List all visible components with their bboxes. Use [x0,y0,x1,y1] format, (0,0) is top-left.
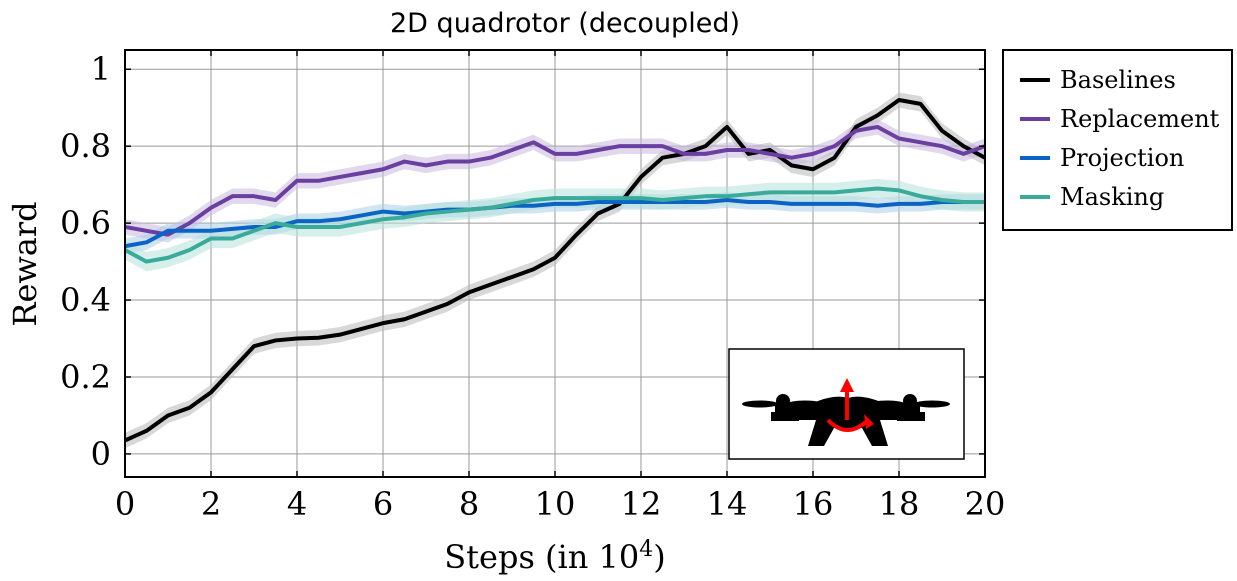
x-tick-label: 0 [115,485,135,523]
legend-label-masking: Masking [1060,183,1164,211]
y-tick-label: 0.2 [60,358,111,396]
y-tick-labels: 0 0.2 0.4 0.6 0.8 1 [60,50,111,473]
thrust-arrow-icon [840,378,854,420]
x-axis-label-suffix: ) [653,538,665,576]
legend-label-replacement: Replacement [1060,105,1220,133]
band-projection [125,192,985,254]
y-tick-label: 1 [91,50,111,88]
x-tick-label: 16 [793,485,834,523]
y-tick-label: 0.4 [60,281,111,319]
x-tick-label: 4 [287,485,307,523]
line-baselines [124,98,986,443]
y-tick-label: 0.8 [60,127,111,165]
x-axis-label-main: Steps (in 10 [444,538,639,576]
y-tick-label: 0 [91,435,111,473]
y-tick-label: 0.6 [60,204,111,242]
torque-arrow-icon [826,414,874,432]
x-axis-label-exponent: 4 [639,537,653,562]
legend: Baselines Replacement Projection Masking [1002,49,1233,231]
chart-title: 2D quadrotor (decoupled) [390,8,740,39]
plot-frame [124,49,986,478]
x-tick-label: 2 [201,485,221,523]
x-tick-labels: 0 2 4 6 8 10 12 14 16 18 20 [115,485,1006,523]
line-masking [124,186,985,264]
y-axis-label: Reward [6,201,44,326]
legend-label-baselines: Baselines [1060,66,1176,94]
x-axis-label: Steps (in 104) [444,537,666,576]
x-tick-label: 6 [373,485,393,523]
inset [728,348,965,460]
series-lines [124,98,986,443]
x-tick-label: 10 [535,485,576,523]
x-tick-label: 18 [879,485,920,523]
line-replacement [124,124,986,237]
x-tick-label: 20 [965,485,1006,523]
legend-label-projection: Projection [1060,144,1184,172]
x-tick-label: 12 [621,485,662,523]
x-tick-label: 14 [707,485,748,523]
x-tick-label: 8 [459,485,479,523]
